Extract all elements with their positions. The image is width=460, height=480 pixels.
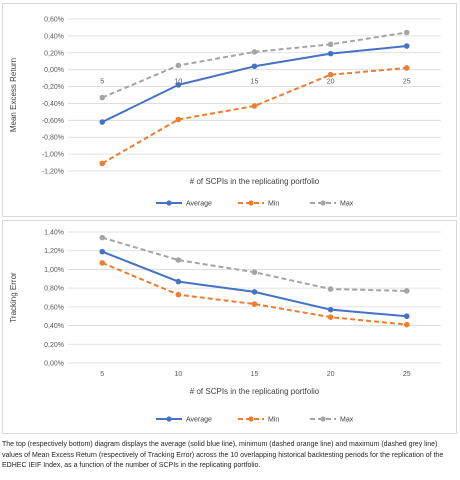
top-y-tick-label: -0,60% xyxy=(42,118,64,125)
bottom-y-axis-title: Tracking Error xyxy=(9,272,18,323)
top-max-point xyxy=(99,94,106,101)
bottom-y-tick-label: 0,20% xyxy=(44,342,64,349)
top-y-tick-label: 0,60% xyxy=(44,17,64,24)
top-y-tick-label: 0,40% xyxy=(44,33,64,40)
bottom-max-point xyxy=(175,257,182,263)
top-y-tick-label: -1,00% xyxy=(42,152,64,159)
top-max-point xyxy=(175,62,182,69)
bottom-legend-max-label: Max xyxy=(340,417,354,424)
top-x-tick-label: 5 xyxy=(100,79,104,86)
top-y-tick-label: -0,80% xyxy=(42,135,64,142)
top-average-point xyxy=(251,63,258,70)
mean-excess-return-chart: 0,60% 0,40% 0,20% 0,00% -0,20% -0,40% -0,60% -0… xyxy=(2,3,457,217)
bottom-legend-average-marker xyxy=(166,416,172,422)
bottom-x-axis-title: # of SCPIs in the replicating portfolio xyxy=(190,387,320,396)
bottom-average-point xyxy=(251,289,258,295)
top-legend-min-label: Min xyxy=(268,201,279,208)
top-min-point xyxy=(327,71,334,78)
top-min-point xyxy=(403,65,410,71)
bottom-max-point xyxy=(251,269,258,276)
bottom-min-point xyxy=(403,321,410,328)
bottom-y-tick-label: 0,60% xyxy=(44,304,64,311)
top-y-tick-label: 0,00% xyxy=(44,67,64,74)
bottom-y-tick-label: 1,20% xyxy=(44,248,64,255)
top-average-point xyxy=(99,119,106,125)
top-y-axis-title: Mean Excess Return xyxy=(9,58,18,132)
bottom-y-tick-label: 0,40% xyxy=(44,323,64,330)
top-min-point xyxy=(251,103,258,109)
top-legend-average-label: Average xyxy=(186,201,212,208)
bottom-average-point xyxy=(99,248,106,255)
bottom-x-tick-label: 5 xyxy=(100,371,104,378)
top-min-point xyxy=(175,116,182,123)
bottom-max-point xyxy=(99,234,106,241)
tracking-error-chart: 1,40% 1,20% 1,00% 0,80% 0,60% 0,40% 0,20% 0,00%… xyxy=(2,220,457,434)
bottom-y-tick-label: 0,80% xyxy=(44,286,64,293)
top-x-tick-label: 15 xyxy=(251,79,259,86)
top-series-min-line xyxy=(101,66,407,165)
top-max-point xyxy=(327,41,334,48)
top-y-tick-label: -0,20% xyxy=(42,84,64,91)
top-x-tick-label: 25 xyxy=(403,79,411,86)
top-legend-max-marker xyxy=(320,200,326,206)
top-legend-max-label: Max xyxy=(340,201,354,208)
top-y-tick-label: -1,20% xyxy=(42,169,64,176)
bottom-max-point xyxy=(327,286,334,292)
top-legend-min-marker xyxy=(248,200,254,206)
top-average-point xyxy=(403,43,410,49)
bottom-x-tick-label: 20 xyxy=(327,371,335,378)
bottom-legend-min-marker xyxy=(248,416,254,422)
bottom-average-point xyxy=(403,313,410,320)
bottom-average-point xyxy=(175,278,182,285)
bottom-legend-average-label: Average xyxy=(186,417,212,424)
top-average-point xyxy=(175,82,182,88)
bottom-y-tick-label: 0,00% xyxy=(44,361,64,368)
bottom-x-tick-label: 10 xyxy=(174,371,182,378)
bottom-legend-min-label: Min xyxy=(268,417,279,424)
bottom-x-tick-label: 15 xyxy=(251,371,259,378)
bottom-min-point xyxy=(175,291,182,298)
bottom-legend-max-marker xyxy=(320,416,326,422)
bottom-max-point xyxy=(403,288,410,294)
bottom-y-tick-label: 1,40% xyxy=(44,230,64,237)
bottom-average-point xyxy=(327,306,334,313)
bottom-y-tick-label: 1,00% xyxy=(44,267,64,274)
top-y-tick-label: -0,40% xyxy=(42,101,64,108)
bottom-min-point xyxy=(251,301,258,307)
figure-caption: The top (respectively bottom) diagram di… xyxy=(2,441,444,469)
top-max-point xyxy=(251,49,258,55)
tracking-error-chart-svg: 1,40% 1,20% 1,00% 0,80% 0,60% 0,40% 0,20% 0,00%… xyxy=(9,230,441,424)
bottom-min-point xyxy=(99,260,106,266)
top-legend-average-marker xyxy=(166,200,172,206)
mean-excess-return-chart-svg: 0,60% 0,40% 0,20% 0,00% -0,20% -0,40% -0,60% -0… xyxy=(9,17,441,208)
top-x-tick-label: 20 xyxy=(327,79,335,86)
top-min-point xyxy=(99,160,106,167)
bottom-min-point xyxy=(327,314,334,320)
top-average-point xyxy=(327,50,334,57)
top-y-tick-label: 0,20% xyxy=(44,50,64,57)
bottom-x-tick-label: 25 xyxy=(403,371,411,378)
top-max-point xyxy=(403,29,410,36)
top-x-axis-title: # of SCPIs in the replicating portfolio xyxy=(190,177,320,186)
